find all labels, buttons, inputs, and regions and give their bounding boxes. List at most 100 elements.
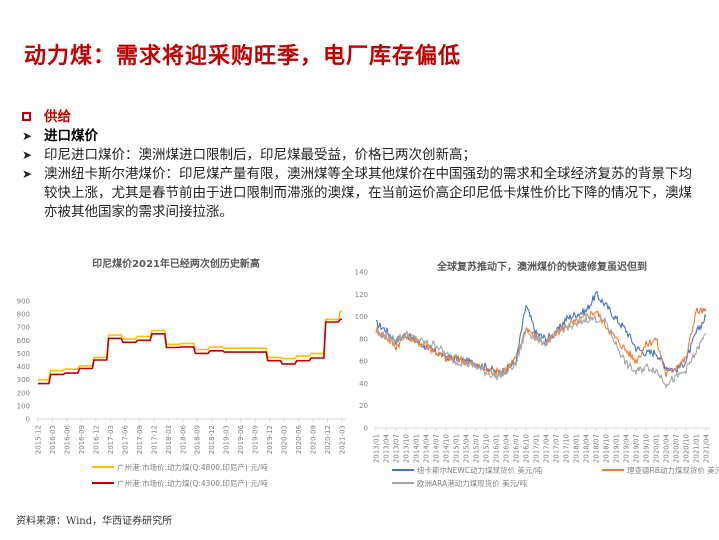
x-tick-label: 2016/04 <box>503 433 511 463</box>
x-tick-label: 2019-03 <box>223 425 231 454</box>
x-tick-label: 2018/10 <box>603 434 611 463</box>
y-tick-label: 900 <box>17 298 30 306</box>
bullet-text: 印尼进口煤价：澳洲煤进口限制后，印尼煤最受益，价格已两次创新高； <box>44 147 476 163</box>
x-tick-label: 2016-06 <box>63 424 71 454</box>
x-tick-label: 2021/01 <box>693 434 701 463</box>
y-tick-label: 60 <box>359 358 368 366</box>
bullet-item: ➤ 澳洲纽卡斯尔港煤价：印尼煤产量有限，澳洲煤等全球其他煤价在中国强劲的需求和全… <box>22 165 702 222</box>
x-tick-label: 2016/01 <box>493 434 501 463</box>
y-tick-label: 120 <box>355 291 368 299</box>
legend-label: 理查德RB动力煤现货价 美元/吨 <box>627 465 719 475</box>
y-tick-label: 100 <box>355 313 368 321</box>
series-line <box>375 313 707 389</box>
x-tick-label: 2016-03 <box>49 425 57 454</box>
chart-title: 全球复苏推动下，澳洲煤价的快速修复虽迟但到 <box>436 260 647 273</box>
x-tick-label: 2014/07 <box>433 434 441 463</box>
x-tick-label: 2018-06 <box>179 424 187 454</box>
x-tick-label: 2018/04 <box>583 433 591 463</box>
bullet-list: 供给 ➤ 进口煤价 ➤ 印尼进口煤价：澳洲煤进口限制后，印尼煤最受益，价格已两次… <box>22 108 702 222</box>
subsection-label: 进口煤价 <box>44 128 98 144</box>
x-tick-label: 2014/04 <box>423 433 431 463</box>
x-tick-label: 2019-09 <box>252 425 260 454</box>
series-line <box>38 318 342 385</box>
x-tick-label: 2020-06 <box>295 424 303 454</box>
x-tick-label: 2020-12 <box>324 425 332 454</box>
y-tick-label: 200 <box>17 389 30 397</box>
x-tick-label: 2018-03 <box>165 425 173 454</box>
x-tick-label: 2019/04 <box>623 433 631 463</box>
x-tick-label: 2020/04 <box>663 433 671 463</box>
x-tick-label: 2015-12 <box>35 425 43 454</box>
x-tick-label: 2017-06 <box>121 424 129 454</box>
x-tick-label: 2020/07 <box>673 434 681 463</box>
series-line <box>375 291 707 377</box>
square-bullet-icon <box>22 108 44 127</box>
y-tick-label: 700 <box>17 324 30 332</box>
y-tick-label: 400 <box>17 363 30 371</box>
x-tick-label: 2017/04 <box>543 433 551 463</box>
x-tick-label: 2016-12 <box>92 425 100 454</box>
x-tick-label: 2017/10 <box>563 434 571 463</box>
x-tick-label: 2015/07 <box>473 434 481 463</box>
x-tick-label: 2021-03 <box>339 425 347 454</box>
x-tick-label: 2013/07 <box>393 434 401 463</box>
legend-label: 纽卡斯尔NEWC动力煤现货价 美元/吨 <box>417 465 543 475</box>
indonesia-coal-chart: 印尼煤价2021年已经两次创历史新高 0 100 200 300 400 500 600 700… <box>0 250 355 500</box>
x-tick-label: 2015/01 <box>453 434 461 463</box>
x-tick-label: 2020-09 <box>310 425 318 454</box>
x-tick-label: 2017-03 <box>107 425 115 454</box>
y-tick-label: 600 <box>17 337 30 345</box>
x-tick-label: 2021/04 <box>703 433 711 463</box>
x-tick-label: 2013/10 <box>403 434 411 463</box>
section-heading: 供给 <box>22 108 702 127</box>
legend-label: 广州港:市场价:动力煤(Q:4300,印尼产) 元/吨 <box>117 478 268 488</box>
legend-label: 欧洲ARA港动力煤现货价 美元/吨 <box>417 478 528 488</box>
x-tick-label: 2018-12 <box>208 425 216 454</box>
arrow-bullet-icon: ➤ <box>22 148 33 162</box>
chart-canvas: 印尼煤价2021年已经两次创历史新高 0 100 200 300 400 500 600 700… <box>17 257 347 488</box>
x-tick-label: 2016-09 <box>78 425 86 454</box>
x-tick-label: 2013/01 <box>373 434 381 463</box>
x-tick-label: 2019-12 <box>266 425 274 454</box>
bullet-item: ➤ 印尼进口煤价：澳洲煤进口限制后，印尼煤最受益，价格已两次创新高； <box>22 146 702 165</box>
y-tick-label: 140 <box>355 269 368 277</box>
x-tick-label: 2018/01 <box>573 434 581 463</box>
y-tick-label: 300 <box>17 376 30 384</box>
x-tick-label: 2020/01 <box>653 434 661 463</box>
y-tick-label: 40 <box>359 380 368 388</box>
y-tick-label: 500 <box>17 350 30 358</box>
y-tick-label: 0 <box>26 416 30 424</box>
x-tick-label: 2019/07 <box>633 434 641 463</box>
x-tick-label: 2019/10 <box>643 434 651 463</box>
x-tick-label: 2014/01 <box>413 434 421 463</box>
x-tick-label: 2015/10 <box>483 434 491 463</box>
bullet-text: 澳洲纽卡斯尔港煤价：印尼煤产量有限，澳洲煤等全球其他煤价在中国强劲的需求和全球经… <box>44 166 692 220</box>
section-label: 供给 <box>44 109 71 125</box>
chart-title: 印尼煤价2021年已经两次创历史新高 <box>92 257 260 270</box>
source-note: 资料来源：Wind，华西证券研究所 <box>16 516 173 527</box>
x-tick-label: 2018-09 <box>194 425 202 454</box>
x-tick-label: 2020-03 <box>281 425 289 454</box>
x-tick-label: 2017-09 <box>136 425 144 454</box>
arrow-bullet-icon: ➤ <box>22 129 33 143</box>
x-tick-label: 2018/07 <box>593 434 601 463</box>
x-tick-label: 2017-12 <box>150 425 158 454</box>
x-tick-label: 2017/07 <box>553 434 561 463</box>
x-tick-label: 2019/01 <box>613 434 621 463</box>
x-tick-label: 2015/04 <box>463 433 471 463</box>
y-tick-label: 800 <box>17 311 30 319</box>
legend-label: 广州港:市场价:动力煤(Q:4800,印尼产) 元/吨 <box>117 462 268 472</box>
chart-canvas: 全球复苏推动下，澳洲煤价的快速修复虽迟但到 0 20 40 60 80 100 120 140 2… <box>355 260 719 488</box>
x-tick-label: 2019-06 <box>237 424 245 454</box>
y-tick-label: 100 <box>17 402 30 410</box>
subsection-heading: ➤ 进口煤价 <box>22 127 702 146</box>
x-tick-label: 2014/10 <box>443 434 451 463</box>
y-tick-label: 20 <box>359 402 368 410</box>
x-tick-label: 2020/10 <box>683 434 691 463</box>
page-title: 动力煤：需求将迎采购旺季，电厂库存偏低 <box>24 43 462 69</box>
x-tick-label: 2016/10 <box>523 434 531 463</box>
australia-coal-chart: 全球复苏推动下，澳洲煤价的快速修复虽迟但到 0 20 40 60 80 100 120 140 2… <box>352 250 719 500</box>
series-line <box>38 310 342 381</box>
arrow-bullet-icon: ➤ <box>22 167 33 181</box>
y-tick-label: 80 <box>359 335 368 343</box>
